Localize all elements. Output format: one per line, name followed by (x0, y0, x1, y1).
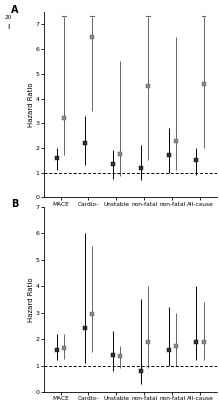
Y-axis label: Hazard Ratio: Hazard Ratio (28, 277, 34, 322)
Text: A: A (11, 4, 18, 14)
Text: 20: 20 (5, 15, 12, 20)
Y-axis label: Hazard Ratio: Hazard Ratio (28, 82, 34, 127)
Text: |: | (7, 24, 9, 29)
Text: B: B (11, 199, 18, 209)
Legend: Mild Hypoglycemia, Severe Hypoglycemia: Mild Hypoglycemia, Severe Hypoglycemia (47, 278, 119, 296)
